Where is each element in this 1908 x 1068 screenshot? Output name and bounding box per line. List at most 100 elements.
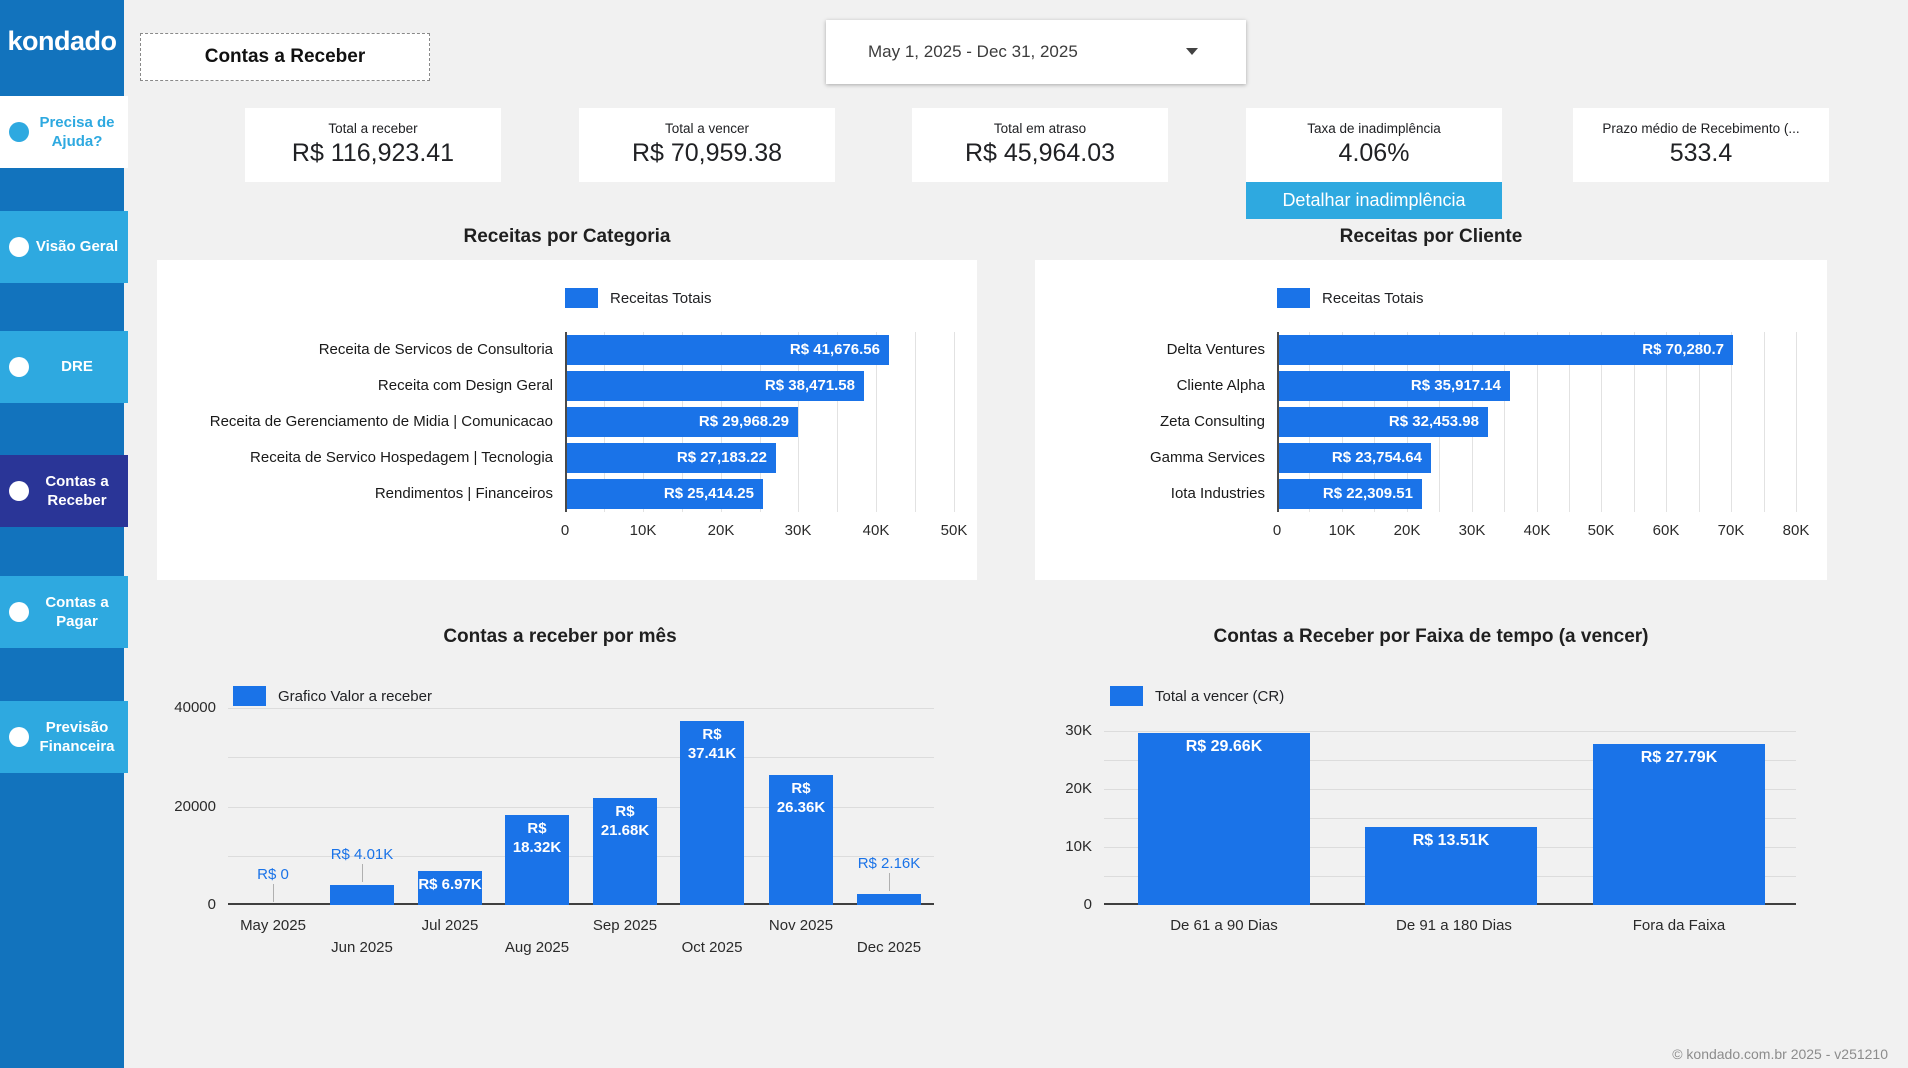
legend-label: Total a vencer (CR) [1155, 687, 1285, 705]
bar[interactable]: R$ 38,471.58 [565, 371, 864, 401]
copyright-footer: © kondado.com.br 2025 - v251210 [1672, 1046, 1888, 1062]
chevron-down-icon [1186, 48, 1198, 55]
kpi-value: R$ 116,923.41 [291, 139, 455, 167]
bar-value-label: R$ 18.32K [512, 820, 562, 856]
bar[interactable]: R$ 70,280.7 [1277, 335, 1733, 365]
bar[interactable]: R$ 13.51K [1365, 827, 1537, 905]
category-label: Iota Industries [1170, 485, 1265, 502]
sidebar-item-contas-a-receber[interactable]: Contas a Receber [0, 455, 128, 527]
bar[interactable]: R$ 21.68K [593, 798, 657, 905]
chart-legend: Grafico Valor a receber [233, 686, 432, 706]
y-axis-line [565, 332, 567, 512]
bar-value-label: R$ 35,917.14 [1410, 377, 1501, 394]
bar[interactable]: R$ 32,453.98 [1277, 407, 1488, 437]
bar[interactable]: R$ 27.79K [1593, 744, 1765, 905]
kpi-total-em-atraso: Total em atraso R$ 45,964.03 [912, 108, 1168, 182]
kpi-total-a-vencer: Total a vencer R$ 70,959.38 [579, 108, 835, 182]
bar[interactable]: R$ 29.66K [1138, 733, 1310, 905]
bar[interactable] [857, 894, 921, 905]
bar-value-label: R$ 27,183.22 [676, 449, 767, 466]
chart-title-contas-mes: Contas a receber por mês [443, 626, 677, 647]
sidebar-item-precisa-de-ajuda[interactable]: Precisa de Ajuda? [0, 96, 128, 168]
kpi-value: R$ 70,959.38 [631, 139, 783, 167]
bar[interactable]: R$ 26.36K [769, 775, 833, 905]
kpi-value: 4.06% [1338, 139, 1410, 167]
axis-tick-label: 0 [1083, 896, 1092, 913]
bar[interactable]: R$ 22,309.51 [1277, 479, 1422, 509]
sidebar-item-contas-a-pagar[interactable]: Contas a Pagar [0, 576, 128, 648]
chart-area: R$ 0 R$ 4.01K R$ 6.97K R$ 18.32K R$ 21.68K R$… [157, 672, 977, 1002]
kpi-label: Total em atraso [993, 121, 1087, 136]
gridline [1569, 332, 1570, 512]
gridline [915, 332, 916, 512]
chart-legend: Receitas Totais [1277, 288, 1423, 308]
axis-tick-label: 20000 [174, 798, 216, 815]
category-label: Jun 2025 [331, 939, 393, 956]
axis-tick-label: 10K [1065, 838, 1092, 855]
contas-por-faixa-de-tempo-chart: Total a vencer (CR) R$ 29.66K R$ 13.51K R$… [1035, 672, 1827, 1002]
bar-value-label: R$ 29,968.29 [698, 413, 789, 430]
bar[interactable]: R$ 18.32K [505, 815, 569, 905]
kpi-label: Taxa de inadimplência [1307, 121, 1441, 136]
chart-legend: Total a vencer (CR) [1110, 686, 1284, 706]
axis-tick-label: 20K [707, 522, 735, 539]
x-axis-line [228, 903, 934, 905]
sidebar-item-previsao-financeira[interactable]: Previsão Financeira [0, 701, 128, 773]
axis-tick-label: 60K [1652, 522, 1680, 539]
bar-value-label: R$ 37.41K [687, 726, 737, 762]
legend-swatch-icon [1277, 288, 1310, 308]
contas-a-receber-por-mes-chart: Grafico Valor a receber R$ 0 R$ 4.01K R$ 6… [157, 672, 977, 1002]
chart-area: R$ 29.66K R$ 13.51K R$ 27.79K 0 10K 20K 30K De … [1035, 672, 1827, 1002]
menu-bullet-icon [9, 122, 29, 142]
gridline [1104, 760, 1796, 761]
gridline [1104, 731, 1796, 732]
sidebar-item-dre[interactable]: DRE [0, 331, 128, 403]
category-label: De 91 a 180 Dias [1396, 917, 1512, 934]
kondado-logo: kondado [7, 26, 118, 56]
receitas-por-categoria-chart: Receitas Totais Receita de Servicos de C… [157, 260, 977, 580]
bar-value-label: R$ 21.68K [600, 803, 650, 839]
bar-value-label: R$ 29.66K [1185, 738, 1263, 755]
gridline [228, 807, 934, 808]
bar-value-label: R$ 38,471.58 [764, 377, 855, 394]
bar[interactable]: R$ 6.97K [418, 871, 482, 905]
bar-value-label: R$ 22,309.51 [1322, 485, 1413, 502]
sidebar-item-visao-geral[interactable]: Visão Geral [0, 211, 128, 283]
date-range-picker[interactable]: May 1, 2025 - Dec 31, 2025 [826, 20, 1246, 84]
gridline [798, 332, 799, 512]
bar-value-label: R$ 26.36K [776, 780, 826, 816]
bar[interactable] [330, 885, 394, 905]
bar[interactable]: R$ 27,183.22 [565, 443, 776, 473]
gridline [1634, 332, 1635, 512]
axis-tick-label: 50K [1587, 522, 1615, 539]
callout-line [362, 864, 363, 882]
chart-legend: Receitas Totais [565, 288, 711, 308]
callout-line [889, 873, 890, 891]
category-label: Receita de Servicos de Consultoria [318, 341, 553, 358]
gridline [1104, 818, 1796, 819]
axis-tick-label: 30K [1065, 722, 1092, 739]
bar[interactable]: R$ 41,676.56 [565, 335, 889, 365]
gridline [954, 332, 955, 512]
gridline [1104, 789, 1796, 790]
menu-bullet-icon [9, 727, 29, 747]
legend-swatch-icon [233, 686, 266, 706]
axis-tick-label: 30K [784, 522, 812, 539]
category-label: Aug 2025 [504, 939, 570, 956]
category-labels: Receita de Servicos de Consultoria Receit… [157, 332, 565, 512]
legend-label: Grafico Valor a receber [278, 687, 432, 705]
plot-area: R$ 0 R$ 4.01K R$ 6.97K R$ 18.32K R$ 21.68K R$… [228, 708, 934, 905]
bar[interactable]: R$ 23,754.64 [1277, 443, 1431, 473]
detalhar-inadimplencia-button[interactable]: Detalhar inadimplência [1246, 182, 1502, 219]
gridline [837, 332, 838, 512]
callout-line [273, 884, 274, 902]
bar-value-label: R$ 0 [257, 866, 289, 883]
bar[interactable]: R$ 35,917.14 [1277, 371, 1510, 401]
category-label: Dec 2025 [856, 939, 922, 956]
bar[interactable]: R$ 29,968.29 [565, 407, 798, 437]
bar[interactable]: R$ 25,414.25 [565, 479, 763, 509]
bar[interactable]: R$ 37.41K [680, 721, 744, 905]
chart-area: Delta Ventures Cliente Alpha Zeta Consulti… [1035, 260, 1827, 580]
axis-tick-label: 0 [207, 896, 216, 913]
gridline [1731, 332, 1732, 512]
